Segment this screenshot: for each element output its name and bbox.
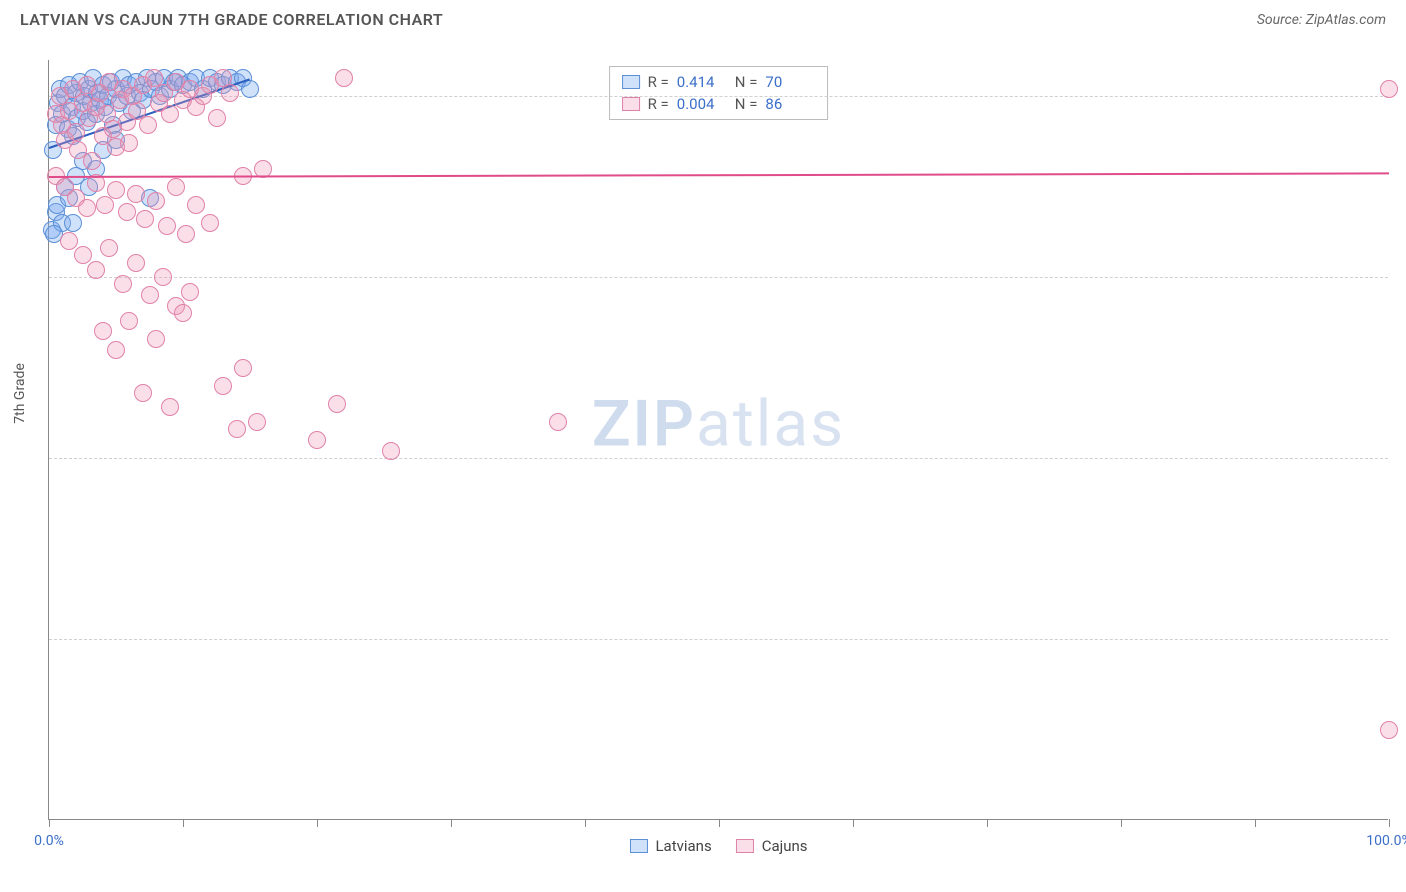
r-value-cajuns: 0.004 — [677, 95, 727, 113]
data-point — [120, 312, 138, 330]
data-point — [174, 304, 192, 322]
data-point — [167, 178, 185, 196]
r-label: R = — [648, 73, 669, 91]
legend-item-latvians: Latvians — [629, 837, 711, 855]
data-point — [64, 214, 82, 232]
data-point — [136, 210, 154, 228]
x-tick — [853, 819, 854, 827]
swatch-cajuns — [622, 97, 640, 111]
data-point — [147, 192, 165, 210]
data-point — [154, 268, 172, 286]
data-point — [114, 275, 132, 293]
data-point — [87, 261, 105, 279]
data-point — [335, 69, 353, 87]
series-legend: Latvians Cajuns — [629, 837, 807, 855]
data-point — [83, 152, 101, 170]
data-point — [118, 203, 136, 221]
data-point — [549, 413, 567, 431]
swatch-cajuns — [736, 839, 754, 853]
data-point — [241, 80, 259, 98]
legend-label-latvians: Latvians — [655, 837, 711, 855]
chart-plot-area: ZIPatlas R = 0.414 N = 70 R = 0.004 N = … — [48, 60, 1388, 820]
x-tick — [585, 819, 586, 827]
x-tick — [1255, 819, 1256, 827]
watermark-atlas: atlas — [696, 387, 845, 462]
x-tick — [317, 819, 318, 827]
chart-title: LATVIAN VS CAJUN 7TH GRADE CORRELATION C… — [20, 10, 443, 29]
data-point — [328, 395, 346, 413]
data-point — [181, 283, 199, 301]
y-tick-label: 85.0% — [1398, 631, 1406, 647]
data-point — [60, 232, 78, 250]
y-tick-label: 100.0% — [1398, 88, 1406, 104]
data-point — [208, 109, 226, 127]
data-point — [382, 442, 400, 460]
x-tick-label: 100.0% — [1366, 833, 1406, 849]
data-point — [74, 246, 92, 264]
chart-source: Source: ZipAtlas.com — [1257, 12, 1386, 28]
data-point — [67, 123, 85, 141]
x-tick — [49, 819, 50, 827]
data-point — [234, 359, 252, 377]
x-tick — [1121, 819, 1122, 827]
gridline — [49, 639, 1388, 640]
data-point — [134, 384, 152, 402]
data-point — [127, 185, 145, 203]
data-point — [161, 105, 179, 123]
x-tick — [719, 819, 720, 827]
data-point — [221, 84, 239, 102]
legend-label-cajuns: Cajuns — [762, 837, 808, 855]
x-tick — [451, 819, 452, 827]
data-point — [107, 341, 125, 359]
gridline — [49, 458, 1388, 459]
data-point — [177, 225, 195, 243]
data-point — [1380, 80, 1398, 98]
watermark: ZIPatlas — [592, 387, 845, 462]
data-point — [94, 322, 112, 340]
data-point — [141, 286, 159, 304]
gridline — [49, 277, 1388, 278]
data-point — [78, 199, 96, 217]
data-point — [228, 420, 246, 438]
n-label: N = — [735, 95, 758, 113]
watermark-zip: ZIP — [592, 387, 696, 462]
x-tick-label: 0.0% — [34, 833, 64, 849]
data-point — [1380, 721, 1398, 739]
n-value-latvians: 70 — [765, 73, 815, 91]
x-tick — [183, 819, 184, 827]
data-point — [139, 116, 157, 134]
legend-row-latvians: R = 0.414 N = 70 — [622, 71, 816, 93]
data-point — [187, 196, 205, 214]
r-label: R = — [648, 95, 669, 113]
data-point — [308, 431, 326, 449]
data-point — [127, 254, 145, 272]
x-tick — [1389, 819, 1390, 827]
y-tick-label: 90.0% — [1398, 450, 1406, 466]
data-point — [161, 398, 179, 416]
data-point — [201, 214, 219, 232]
correlation-legend: R = 0.414 N = 70 R = 0.004 N = 86 — [609, 66, 829, 120]
data-point — [248, 413, 266, 431]
data-point — [158, 217, 176, 235]
x-tick — [987, 819, 988, 827]
y-axis-title: 7th Grade — [12, 363, 28, 424]
n-label: N = — [735, 73, 758, 91]
data-point — [107, 181, 125, 199]
data-point — [147, 330, 165, 348]
r-value-latvians: 0.414 — [677, 73, 727, 91]
chart-header: LATVIAN VS CAJUN 7TH GRADE CORRELATION C… — [0, 0, 1406, 33]
n-value-cajuns: 86 — [765, 95, 815, 113]
y-tick-label: 95.0% — [1398, 269, 1406, 285]
data-point — [120, 134, 138, 152]
swatch-latvians — [629, 839, 647, 853]
legend-item-cajuns: Cajuns — [736, 837, 808, 855]
data-point — [214, 377, 232, 395]
swatch-latvians — [622, 75, 640, 89]
data-point — [100, 239, 118, 257]
